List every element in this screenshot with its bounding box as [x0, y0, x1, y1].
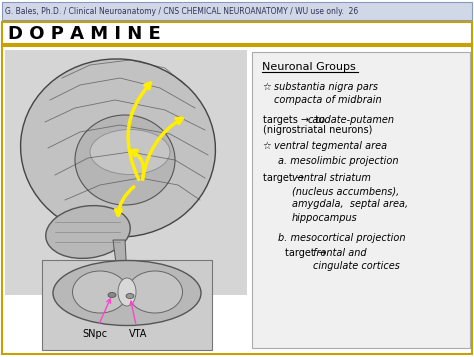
Text: target →: target → [263, 173, 310, 183]
FancyBboxPatch shape [2, 46, 472, 354]
Text: ☆: ☆ [263, 141, 275, 151]
Ellipse shape [46, 206, 130, 258]
Text: target →: target → [285, 248, 332, 258]
Ellipse shape [75, 115, 175, 205]
Text: (nigrostriatal neurons): (nigrostriatal neurons) [263, 125, 373, 135]
Text: VTA: VTA [129, 301, 147, 339]
Text: b. mesocortical projection: b. mesocortical projection [278, 233, 405, 243]
Text: SNpc: SNpc [82, 299, 110, 339]
Text: ☆: ☆ [263, 82, 275, 92]
Text: targets →  to: targets → to [263, 115, 328, 125]
FancyBboxPatch shape [42, 260, 212, 350]
Polygon shape [113, 240, 128, 295]
FancyBboxPatch shape [2, 2, 472, 20]
Ellipse shape [20, 59, 216, 237]
Text: substantia nigra pars
compacta of midbrain: substantia nigra pars compacta of midbra… [274, 82, 382, 105]
FancyBboxPatch shape [5, 50, 247, 295]
Ellipse shape [53, 261, 201, 326]
Text: caudate-putamen: caudate-putamen [308, 115, 395, 125]
Text: ventral tegmental area: ventral tegmental area [274, 141, 387, 151]
Ellipse shape [118, 278, 136, 306]
Text: frontal and
cingulate cortices: frontal and cingulate cortices [313, 248, 400, 271]
Ellipse shape [128, 271, 182, 313]
Ellipse shape [126, 293, 134, 298]
Text: a. mesolimbic projection: a. mesolimbic projection [278, 156, 399, 166]
FancyBboxPatch shape [2, 22, 472, 44]
Text: ventral striatum
(nucleus accumbens),
amygdala,  septal area,
hippocampus: ventral striatum (nucleus accumbens), am… [292, 173, 408, 223]
Text: D O P A M I N E: D O P A M I N E [8, 25, 161, 43]
Ellipse shape [108, 292, 116, 297]
Ellipse shape [90, 130, 170, 175]
FancyBboxPatch shape [252, 52, 470, 348]
Text: G. Bales, Ph.D. / Clinical Neuroanatomy / CNS CHEMICAL NEUROANATOMY / WU use onl: G. Bales, Ph.D. / Clinical Neuroanatomy … [5, 7, 358, 16]
Text: Neuronal Groups: Neuronal Groups [262, 62, 356, 72]
Ellipse shape [73, 271, 128, 313]
